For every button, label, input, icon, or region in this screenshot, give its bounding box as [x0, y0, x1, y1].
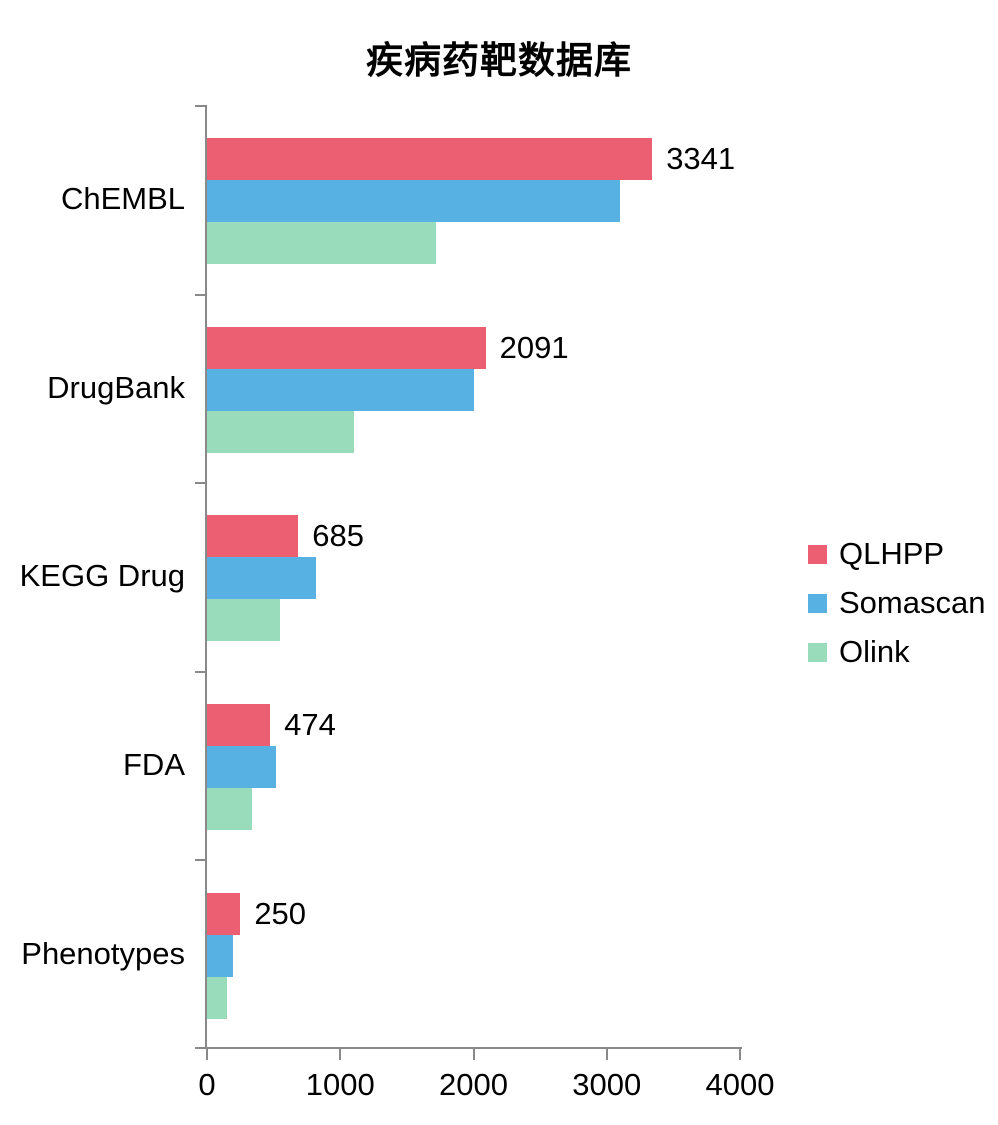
bar-fda-somascan: [207, 746, 277, 789]
legend-item-olink: Olink: [808, 634, 985, 669]
x-axis-tick-0: [206, 1049, 208, 1060]
x-axis-label-0: 0: [198, 1067, 216, 1102]
data-label-drugbank: 2091: [499, 329, 569, 365]
bar-kegg-drug-somascan: [207, 557, 317, 600]
category-label-fda: FDA: [123, 747, 185, 783]
legend-label-olink: Olink: [839, 634, 910, 669]
y-axis-tick: [195, 105, 207, 107]
y-axis-tick: [195, 670, 207, 673]
y-axis-tick: [195, 482, 207, 485]
chart-title: 疾病药靶数据库: [366, 40, 632, 81]
x-axis-tick-4000: [739, 1049, 741, 1060]
y-axis-tick: [195, 293, 207, 296]
x-axis-tick-2000: [472, 1049, 475, 1060]
category-label-phenotypes: Phenotypes: [21, 935, 185, 971]
data-label-chembl: 3341: [666, 141, 736, 177]
bar-drugbank-olink: [207, 410, 355, 453]
category-axis-labels: ChEMBL DrugBank KEGG Drug FDA Phenotypes: [0, 105, 185, 1048]
bar-kegg-drug-olink: [207, 599, 280, 642]
bar-group-fda: 474: [207, 671, 740, 860]
x-axis-tick-1000: [339, 1049, 342, 1060]
category-label-kegg-drug: KEGG Drug: [19, 558, 185, 594]
bar-chembl-qlhpp: [207, 138, 653, 181]
legend-swatch-olink-icon: [808, 642, 827, 662]
legend-swatch-qlhpp-icon: [808, 544, 827, 564]
bar-phenotypes-olink: [207, 976, 227, 1019]
plot-area: 3341 2091 685 474 250 0 1000 2000 3000 4000: [195, 105, 774, 1102]
legend-label-qlhpp: QLHPP: [839, 536, 945, 571]
legend-label-somascan: Somascan: [839, 585, 986, 620]
bar-phenotypes-somascan: [207, 934, 234, 977]
x-axis-label-1000: 1000: [305, 1067, 375, 1102]
legend: QLHPP Somascan Olink: [808, 536, 986, 685]
legend-item-qlhpp: QLHPP: [808, 536, 985, 571]
data-label-fda: 474: [284, 707, 336, 743]
x-axis-line: [195, 1047, 742, 1049]
bar-group-chembl: 3341: [207, 105, 740, 294]
bar-chembl-olink: [207, 222, 436, 265]
bar-kegg-drug-qlhpp: [207, 515, 299, 558]
bar-drugbank-somascan: [207, 368, 474, 411]
data-label-phenotypes: 250: [254, 895, 307, 931]
bar-phenotypes-qlhpp: [207, 892, 241, 935]
category-label-drugbank: DrugBank: [47, 369, 185, 405]
bar-group-drugbank: 2091: [207, 294, 740, 483]
x-axis-label-3000: 3000: [572, 1067, 642, 1102]
bar-fda-qlhpp: [207, 704, 271, 747]
x-axis-tick-3000: [605, 1049, 608, 1060]
category-label-chembl: ChEMBL: [60, 181, 185, 217]
bar-chembl-somascan: [207, 180, 621, 223]
x-axis-label-2000: 2000: [439, 1067, 508, 1102]
bar-drugbank-qlhpp: [207, 326, 486, 369]
bar-group-phenotypes: 250: [207, 859, 740, 1048]
bar-fda-olink: [207, 788, 253, 831]
legend-swatch-somascan-icon: [808, 593, 827, 613]
y-axis-tick: [195, 859, 207, 862]
data-label-kegg-drug: 685: [312, 518, 364, 554]
x-axis-label-4000: 4000: [705, 1067, 775, 1102]
legend-item-somascan: Somascan: [808, 585, 986, 620]
bar-group-kegg-drug: 685: [207, 482, 740, 671]
y-axis-line: [205, 105, 207, 1048]
